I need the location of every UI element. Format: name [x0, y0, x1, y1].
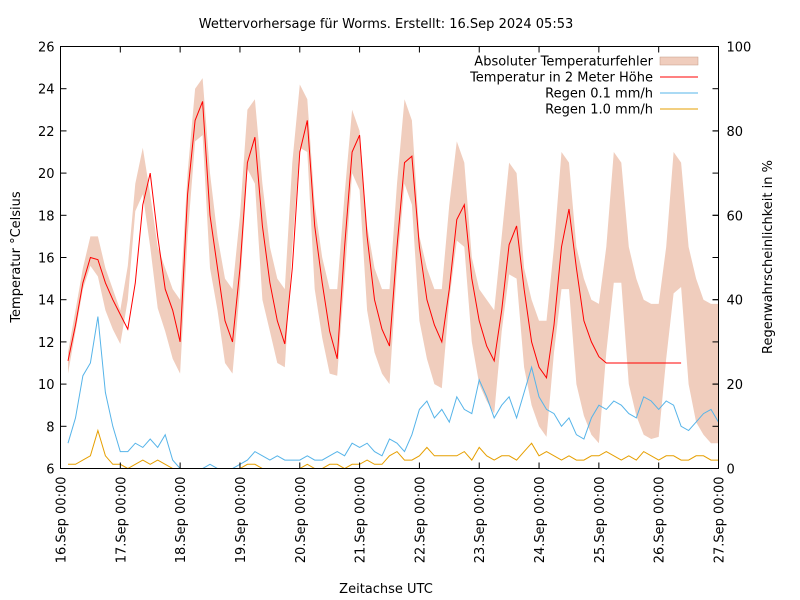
legend-error-band-swatch [659, 56, 699, 66]
y2-tick-label: 20 [727, 378, 744, 393]
y-tick-label: 24 [38, 83, 55, 98]
y-tick-label: 14 [38, 294, 55, 309]
y2-axis-label: Regenwahrscheinlichkeit in % [761, 160, 776, 354]
x-axis-label: Zeitachse UTC [339, 582, 433, 597]
chart-title: Wettervorhersage für Worms. Erstellt: 16… [199, 17, 574, 32]
x-tick-label: 23.Sep 00:00 [473, 477, 488, 564]
x-axis-ticks: 16.Sep 00:00 17.Sep 00:00 18.Sep 00:00 19.S… [55, 46, 728, 564]
y-tick-label: 16 [38, 252, 55, 267]
y-tick-label: 20 [38, 167, 55, 182]
x-tick-label: 27.Sep 00:00 [713, 477, 728, 564]
x-tick-label: 20.Sep 00:00 [294, 477, 309, 564]
y-tick-label: 6 [46, 463, 54, 478]
y2-tick-label: 100 [727, 41, 752, 56]
y-tick-label: 8 [46, 420, 54, 435]
temperature-error-band-layer [68, 78, 719, 444]
y-axis-ticks: 6 8 10 12 14 16 18 20 22 24 26 [38, 41, 719, 478]
x-tick-label: 25.Sep 00:00 [593, 477, 608, 564]
y-tick-label: 26 [38, 41, 55, 56]
x-tick-label: 18.Sep 00:00 [174, 477, 189, 564]
temperature-line [67, 101, 682, 380]
y2-tick-label: 80 [727, 125, 744, 140]
temperature-error-band [68, 78, 719, 444]
legend-temperature-label: Temperatur in 2 Meter Höhe [469, 71, 653, 86]
x-tick-label: 24.Sep 00:00 [533, 477, 548, 564]
x-tick-label: 22.Sep 00:00 [413, 477, 428, 564]
y-tick-label: 18 [38, 209, 55, 224]
x-tick-label: 16.Sep 00:00 [55, 477, 70, 564]
legend-rain-0-1-label: Regen 0.1 mm/h [545, 87, 653, 102]
y2-tick-label: 60 [727, 209, 744, 224]
y2-axis-ticks: 0 20 40 60 80 100 [712, 41, 752, 478]
y-tick-label: 12 [38, 336, 55, 351]
y2-tick-label: 0 [727, 463, 735, 478]
y-axis-label: Temperatur °Celsius [9, 191, 24, 324]
x-tick-label: 17.Sep 00:00 [114, 477, 129, 564]
legend-error-band-label: Absoluter Temperaturfehler [474, 55, 653, 70]
y-tick-label: 10 [38, 378, 55, 393]
x-tick-label: 26.Sep 00:00 [653, 477, 668, 564]
rain-0-1-line [67, 316, 719, 469]
x-tick-label: 21.Sep 00:00 [354, 477, 369, 564]
y-tick-label: 22 [38, 125, 55, 140]
legend-rain-1-0-label: Regen 1.0 mm/h [545, 103, 653, 118]
x-tick-label: 19.Sep 00:00 [234, 477, 249, 564]
y2-tick-label: 40 [727, 294, 744, 309]
